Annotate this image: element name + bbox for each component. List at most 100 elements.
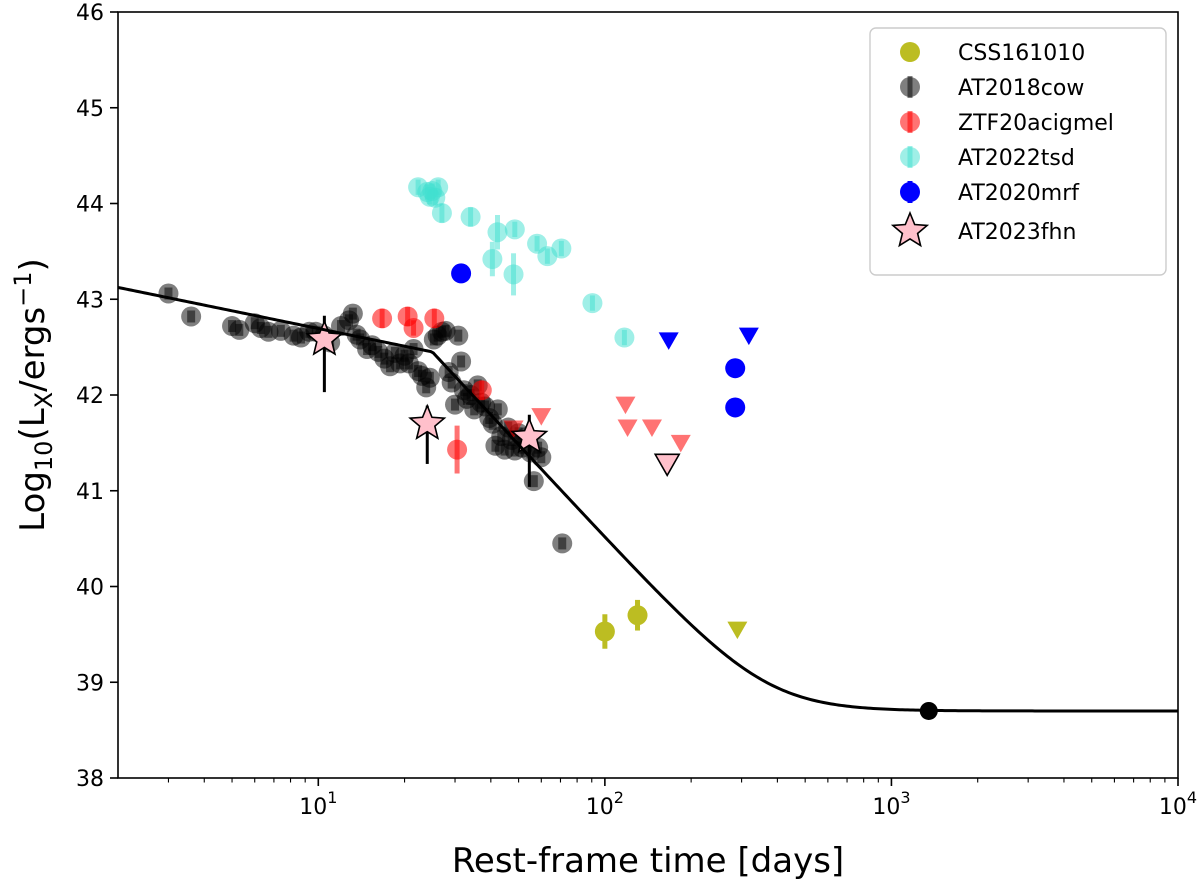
x-tick-label: 104	[1159, 788, 1197, 820]
plot-area	[118, 177, 1178, 720]
x-tick-label: 101	[299, 788, 337, 820]
y-title-sub10: 10	[30, 441, 58, 472]
legend-label-at2022tsd: AT2022tsd	[958, 146, 1075, 171]
y-axis-title: Log10(LX/ergs−1)	[9, 258, 58, 532]
point-at2018cow	[181, 306, 202, 327]
legend-item-at2022tsd: AT2022tsd	[900, 146, 1075, 171]
point-ztf20acigmel	[403, 317, 424, 338]
point-at2020mrf	[451, 263, 472, 284]
legend-label-at2023fhn: AT2023fhn	[958, 220, 1076, 245]
y-tick-label: 46	[76, 1, 104, 26]
y-title-prefix: Log	[13, 471, 53, 532]
point-at2020mrf	[725, 397, 746, 418]
y-title-open: (L	[13, 408, 53, 440]
series-ztf20acigmel	[372, 306, 691, 474]
upper-limit-css161010	[727, 621, 748, 640]
upper-limit-at2020mrf	[738, 327, 759, 346]
x-tick-base: 10	[299, 795, 327, 820]
point-at2018cow	[531, 447, 552, 468]
legend-item-at2023fhn: AT2023fhn	[890, 210, 1076, 248]
y-tick-label: 41	[76, 480, 104, 505]
point-at2023fhn	[510, 417, 549, 454]
point-ztf20acigmel	[447, 439, 468, 460]
y-tick-label: 40	[76, 576, 104, 601]
point-at2022tsd	[460, 206, 481, 227]
point-at2020mrf	[725, 358, 746, 379]
series-at2022tsd	[408, 177, 635, 348]
x-tick-exponent: 3	[900, 788, 910, 807]
late-time-point	[919, 701, 938, 720]
point-ztf20acigmel	[372, 308, 393, 329]
x-tick-exponent: 2	[614, 788, 624, 807]
point-at2018cow	[229, 319, 250, 340]
point-at2018cow	[487, 399, 508, 420]
x-tick-exponent: 4	[1187, 788, 1197, 807]
legend-marker-at2020mrf	[900, 182, 920, 202]
point-at2022tsd	[582, 293, 603, 314]
y-tick-label: 38	[76, 767, 104, 792]
upper-limit-ztf20acigmel	[531, 408, 552, 426]
point-at2018cow	[552, 533, 573, 554]
point-css161010	[627, 605, 648, 626]
point-at2018cow	[523, 471, 544, 492]
y-tick-label: 42	[76, 384, 104, 409]
y-title-mid: /ergs	[13, 307, 53, 392]
plot-clip-group	[118, 177, 1178, 720]
model-curve	[118, 285, 1178, 713]
legend-item-css161010: CSS161010	[900, 41, 1085, 66]
legend-item-ztf20acigmel: ZTF20acigmel	[900, 111, 1114, 136]
upper-limit-ztf20acigmel	[670, 434, 691, 453]
x-tick-base: 10	[872, 795, 900, 820]
x-tick-label: 102	[586, 788, 624, 820]
x-tick-base: 10	[586, 795, 614, 820]
point-at2018cow	[448, 325, 469, 346]
point-at2022tsd	[482, 249, 503, 270]
y-title-sup: −1	[9, 271, 37, 306]
point-ztf20acigmel	[471, 380, 492, 401]
legend-marker-at2022tsd	[900, 147, 920, 167]
y-tick-label: 39	[76, 671, 104, 696]
y-title-close: )	[13, 258, 53, 271]
legend-marker-at2023fhn	[890, 210, 930, 248]
point-at2023fhn	[408, 403, 447, 441]
y-tick-label: 44	[76, 193, 104, 218]
legend-item-at2020mrf: AT2020mrf	[900, 181, 1080, 206]
x-axis-title: Rest-frame time [days]	[452, 841, 844, 881]
point-ztf20acigmel	[424, 308, 445, 329]
upper-limit-ztf20acigmel	[615, 396, 636, 415]
point-at2022tsd	[428, 177, 449, 198]
point-at2022tsd	[614, 327, 635, 348]
x-tick-exponent: 1	[327, 788, 337, 807]
legend-label-css161010: CSS161010	[958, 41, 1085, 66]
y-tick-label: 43	[76, 288, 104, 313]
legend-marker-ztf20acigmel	[900, 112, 920, 132]
point-at2018cow	[451, 351, 472, 372]
point-at2022tsd	[431, 203, 452, 224]
x-tick-base: 10	[1159, 795, 1187, 820]
legend-marker-at2018cow	[900, 77, 920, 97]
point-at2022tsd	[487, 222, 508, 243]
series-css161010	[594, 599, 748, 649]
legend-marker-css161010	[900, 42, 920, 62]
y-title-subx: X	[30, 392, 58, 408]
upper-limit-ztf20acigmel	[641, 419, 662, 438]
upper-limit-at2023fhn	[653, 453, 681, 477]
legend-label-ztf20acigmel: ZTF20acigmel	[958, 111, 1114, 136]
upper-limit-ztf20acigmel	[503, 420, 524, 439]
point-at2022tsd	[551, 238, 572, 259]
point-at2018cow	[419, 367, 440, 388]
point-at2022tsd	[503, 264, 524, 285]
upper-limit-at2020mrf	[658, 332, 679, 350]
x-tick-label: 103	[872, 788, 910, 820]
series-at2020mrf	[451, 263, 759, 418]
point-at2022tsd	[504, 219, 525, 240]
y-tick-label: 45	[76, 97, 104, 122]
upper-limit-ztf20acigmel	[617, 419, 638, 438]
point-css161010	[594, 621, 615, 642]
legend-box	[869, 27, 1167, 276]
legend-label-at2020mrf: AT2020mrf	[958, 181, 1080, 206]
legend-item-at2018cow: AT2018cow	[900, 76, 1084, 101]
point-at2018cow	[342, 303, 363, 324]
